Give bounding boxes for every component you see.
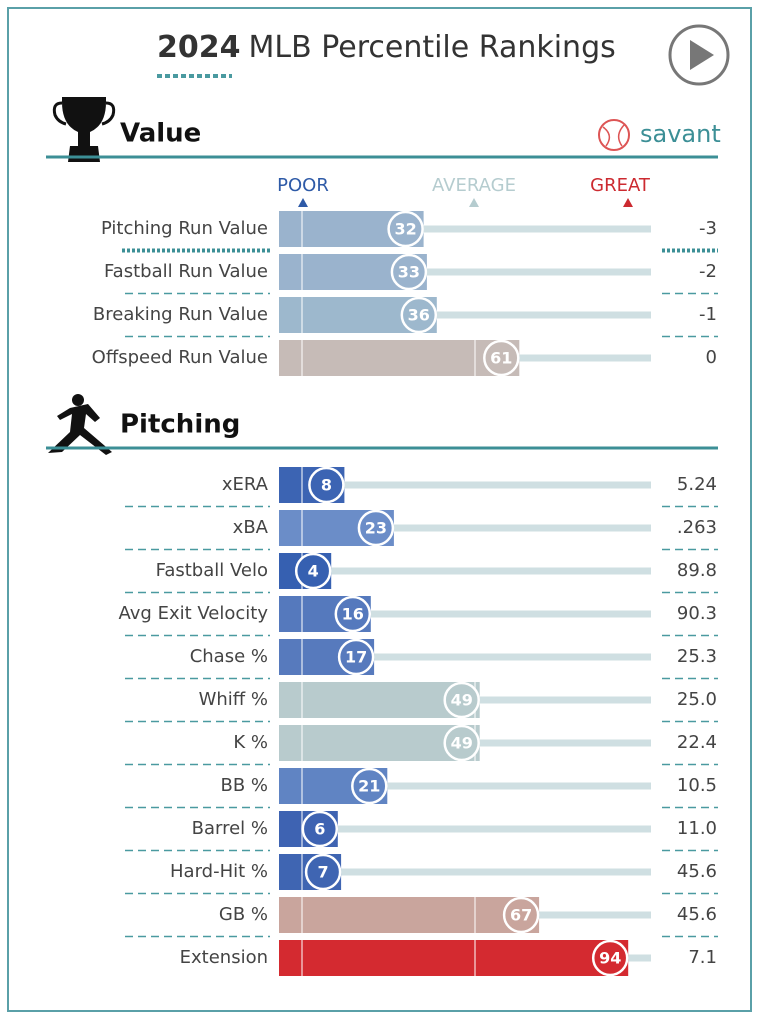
stat-value: 0	[706, 347, 717, 368]
metric-label: Barrel %	[192, 818, 268, 839]
brand-text: savant	[640, 120, 721, 148]
stat-value: -2	[699, 261, 717, 282]
percentile-label: 32	[394, 220, 416, 239]
trophy-icon	[52, 97, 116, 162]
stat-value: 7.1	[688, 947, 717, 968]
stat-value: 89.8	[677, 560, 717, 581]
percentile-label: 36	[408, 306, 430, 325]
percentile-label: 4	[308, 562, 319, 581]
title-text: MLB Percentile Rankings	[249, 30, 616, 65]
legend-great-marker	[623, 198, 633, 207]
metric-label: GB %	[219, 904, 268, 925]
section-title: Pitching	[120, 410, 240, 440]
percentile-badge	[301, 810, 339, 848]
metric-label: Offspeed Run Value	[92, 347, 268, 368]
pitcher-icon	[48, 394, 112, 455]
percentile-label: 6	[314, 820, 325, 839]
stat-value: 45.6	[677, 904, 717, 925]
percentile-badge	[304, 853, 342, 891]
percentile-badge	[308, 466, 345, 504]
metric-label: Extension	[180, 947, 268, 968]
ball-seams	[602, 123, 626, 147]
metric-label: Avg Exit Velocity	[119, 603, 269, 624]
metric-label: Fastball Velo	[156, 560, 268, 581]
percentile-badge	[390, 253, 428, 291]
percentile-label: 21	[358, 777, 380, 796]
metric-label: Whiff %	[199, 689, 268, 710]
metric-label: Hard-Hit %	[170, 861, 268, 882]
stat-value: 90.3	[677, 603, 717, 624]
percentile-badge	[357, 509, 395, 547]
page-title: 2024 MLB Percentile Rankings	[157, 30, 616, 65]
percentile-badge	[483, 339, 520, 377]
percentile-badge	[443, 681, 480, 719]
percentile-badge	[337, 638, 375, 676]
play-button[interactable]	[668, 24, 730, 86]
legend-poor-marker	[298, 198, 308, 207]
percentile-label: 7	[318, 863, 329, 882]
percentile-label: 49	[451, 734, 473, 753]
stat-value: 22.4	[677, 732, 717, 753]
metric-label: xERA	[222, 474, 269, 495]
percentile-label: 23	[365, 519, 387, 538]
percentile-badge	[502, 896, 540, 934]
percentile-label: 94	[599, 949, 621, 968]
metric-label: Fastball Run Value	[104, 261, 268, 282]
percentile-label: 17	[345, 648, 367, 667]
stat-value: 25.3	[677, 646, 717, 667]
section-title: Value	[120, 119, 201, 149]
bar	[279, 940, 629, 976]
metric-label: Breaking Run Value	[93, 304, 268, 325]
percentile-label: 33	[398, 263, 420, 282]
stat-value: 11.0	[677, 818, 717, 839]
metric-label: K %	[233, 732, 268, 753]
brand-logo: savant	[598, 119, 721, 151]
percentile-badge	[351, 767, 388, 805]
bar	[279, 897, 540, 933]
percentile-badge	[443, 724, 480, 762]
metric-label: BB %	[220, 775, 268, 796]
percentile-label: 16	[342, 605, 364, 624]
percentile-label: 67	[510, 906, 532, 925]
metric-label: xBA	[233, 517, 269, 538]
percentile-badge	[591, 939, 629, 977]
stat-value: 10.5	[677, 775, 717, 796]
play-icon[interactable]	[690, 40, 714, 70]
percentile-badge	[294, 552, 332, 590]
title-year: 2024	[157, 30, 241, 65]
stat-value: -1	[699, 304, 717, 325]
legend-average-marker	[469, 198, 479, 207]
stat-value: 45.6	[677, 861, 717, 882]
legend-poor: POOR	[277, 175, 329, 196]
percentile-label: 8	[321, 476, 332, 495]
stat-value: 25.0	[677, 689, 717, 710]
percentile-badge	[400, 296, 438, 334]
frame	[7, 7, 752, 1012]
stat-value: -3	[699, 218, 717, 239]
stat-value: 5.24	[677, 474, 717, 495]
bar	[279, 340, 520, 376]
metric-label: Chase %	[190, 646, 268, 667]
legend-average: AVERAGE	[432, 175, 516, 196]
legend: POOR AVERAGE GREAT	[277, 175, 651, 207]
percentile-label: 49	[451, 691, 473, 710]
legend-great: GREAT	[590, 175, 651, 196]
metric-label: Pitching Run Value	[101, 218, 268, 239]
stat-value: .263	[677, 517, 717, 538]
percentile-label: 61	[490, 349, 512, 368]
percentile-badge	[334, 595, 372, 633]
percentile-badge	[387, 210, 424, 248]
